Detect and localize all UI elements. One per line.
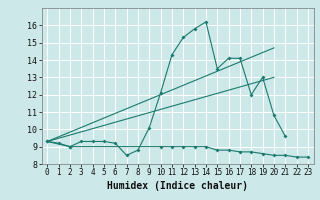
X-axis label: Humidex (Indice chaleur): Humidex (Indice chaleur): [107, 181, 248, 191]
